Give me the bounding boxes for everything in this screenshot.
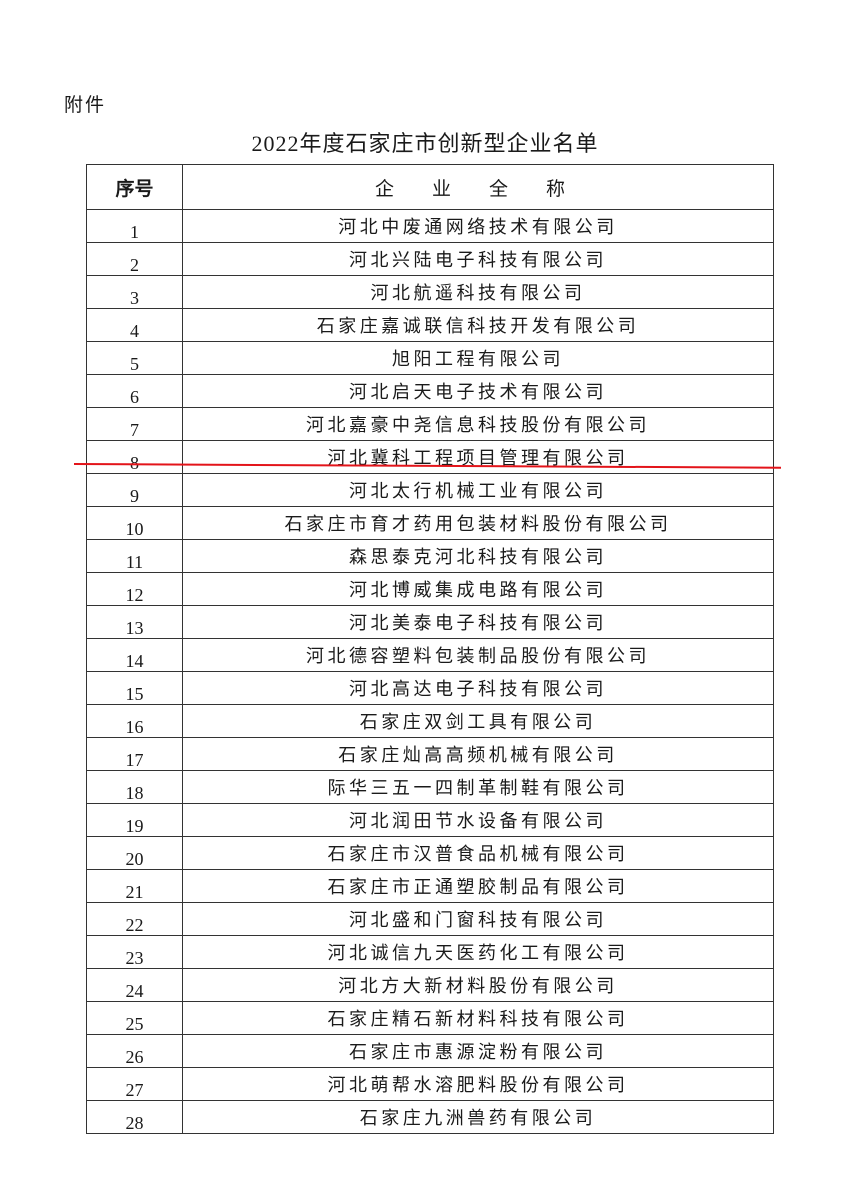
row-number: 24 <box>86 968 183 1002</box>
row-number: 3 <box>86 275 183 309</box>
row-number: 23 <box>86 935 183 969</box>
table-row: 23 河北诚信九天医药化工有限公司 <box>86 935 774 969</box>
row-number: 16 <box>86 704 183 738</box>
table-row: 14 河北德容塑料包装制品股份有限公司 <box>86 638 774 672</box>
table-row: 13 河北美泰电子科技有限公司 <box>86 605 774 639</box>
row-number: 5 <box>86 341 183 375</box>
company-name: 石家庄灿高高频机械有限公司 <box>182 737 774 771</box>
row-number: 6 <box>86 374 183 408</box>
company-name: 河北嘉豪中尧信息科技股份有限公司 <box>182 407 774 441</box>
row-number: 25 <box>86 1001 183 1035</box>
table-row: 18 际华三五一四制革制鞋有限公司 <box>86 770 774 804</box>
attachment-label: 附件 <box>64 94 107 116</box>
table-row: 16 石家庄双剑工具有限公司 <box>86 704 774 738</box>
header-number: 序号 <box>86 164 183 210</box>
company-name: 际华三五一四制革制鞋有限公司 <box>182 770 774 804</box>
row-number: 7 <box>86 407 183 441</box>
table-row: 5 旭阳工程有限公司 <box>86 341 774 375</box>
row-number: 8 <box>86 440 183 474</box>
company-name: 石家庄嘉诚联信科技开发有限公司 <box>182 308 774 342</box>
company-name: 森思泰克河北科技有限公司 <box>182 539 774 573</box>
table-row: 27 河北萌帮水溶肥料股份有限公司 <box>86 1067 774 1101</box>
row-number: 4 <box>86 308 183 342</box>
table-row: 7 河北嘉豪中尧信息科技股份有限公司 <box>86 407 774 441</box>
table-row: 4 石家庄嘉诚联信科技开发有限公司 <box>86 308 774 342</box>
table-row: 26 石家庄市惠源淀粉有限公司 <box>86 1034 774 1068</box>
company-name: 河北润田节水设备有限公司 <box>182 803 774 837</box>
row-number: 14 <box>86 638 183 672</box>
row-number: 21 <box>86 869 183 903</box>
table-row: 24 河北方大新材料股份有限公司 <box>86 968 774 1002</box>
table-row: 6 河北启天电子技术有限公司 <box>86 374 774 408</box>
row-number: 26 <box>86 1034 183 1068</box>
company-name: 河北萌帮水溶肥料股份有限公司 <box>182 1067 774 1101</box>
row-number: 13 <box>86 605 183 639</box>
company-name: 河北博威集成电路有限公司 <box>182 572 774 606</box>
row-number: 1 <box>86 209 183 243</box>
table-row: 28 石家庄九洲兽药有限公司 <box>86 1100 774 1134</box>
table-row: 2 河北兴陆电子科技有限公司 <box>86 242 774 276</box>
row-number: 22 <box>86 902 183 936</box>
table-row: 3 河北航遥科技有限公司 <box>86 275 774 309</box>
company-name: 河北中废通网络技术有限公司 <box>182 209 774 243</box>
company-name: 旭阳工程有限公司 <box>182 341 774 375</box>
company-name: 河北盛和门窗科技有限公司 <box>182 902 774 936</box>
company-name: 河北启天电子技术有限公司 <box>182 374 774 408</box>
header-name: 企 业 全 称 <box>182 164 774 210</box>
row-number: 27 <box>86 1067 183 1101</box>
row-number: 28 <box>86 1100 183 1134</box>
table-row: 21 石家庄市正通塑胶制品有限公司 <box>86 869 774 903</box>
table-row: 1 河北中废通网络技术有限公司 <box>86 209 774 243</box>
company-name: 石家庄市育才药用包装材料股份有限公司 <box>182 506 774 540</box>
company-name: 石家庄市正通塑胶制品有限公司 <box>182 869 774 903</box>
company-name: 石家庄九洲兽药有限公司 <box>182 1100 774 1134</box>
company-name: 石家庄市汉普食品机械有限公司 <box>182 836 774 870</box>
row-number: 20 <box>86 836 183 870</box>
table-row: 8河北冀科工程项目管理有限公司 <box>86 440 774 474</box>
table-row: 9 河北太行机械工业有限公司 <box>86 473 774 507</box>
table-row: 12 河北博威集成电路有限公司 <box>86 572 774 606</box>
page-title: 2022年度石家庄市创新型企业名单 <box>251 131 599 156</box>
row-number: 2 <box>86 242 183 276</box>
row-number: 10 <box>86 506 183 540</box>
table-row: 19 河北润田节水设备有限公司 <box>86 803 774 837</box>
table-row: 22 河北盛和门窗科技有限公司 <box>86 902 774 936</box>
company-name: 河北高达电子科技有限公司 <box>182 671 774 705</box>
row-number: 17 <box>86 737 183 771</box>
company-name: 河北冀科工程项目管理有限公司 <box>182 440 774 474</box>
company-name: 石家庄市惠源淀粉有限公司 <box>182 1034 774 1068</box>
table-row: 11 森思泰克河北科技有限公司 <box>86 539 774 573</box>
row-number: 15 <box>86 671 183 705</box>
row-number: 9 <box>86 473 183 507</box>
company-table: 序号 企 业 全 称 1 河北中废通网络技术有限公司 2 河北兴陆电子科技有限公司 3 河… <box>86 164 774 1134</box>
table-row: 15 河北高达电子科技有限公司 <box>86 671 774 705</box>
row-number: 11 <box>86 539 183 573</box>
row-number: 19 <box>86 803 183 837</box>
table-row: 17 石家庄灿高高频机械有限公司 <box>86 737 774 771</box>
table-body: 1 河北中废通网络技术有限公司 2 河北兴陆电子科技有限公司 3 河北航遥科技有限公司 4 石… <box>86 209 774 1134</box>
company-name: 河北方大新材料股份有限公司 <box>182 968 774 1002</box>
company-name: 河北德容塑料包装制品股份有限公司 <box>182 638 774 672</box>
table-row: 10 石家庄市育才药用包装材料股份有限公司 <box>86 506 774 540</box>
company-name: 河北美泰电子科技有限公司 <box>182 605 774 639</box>
company-name: 石家庄精石新材料科技有限公司 <box>182 1001 774 1035</box>
table-row: 25 石家庄精石新材料科技有限公司 <box>86 1001 774 1035</box>
company-name: 河北兴陆电子科技有限公司 <box>182 242 774 276</box>
company-name: 河北太行机械工业有限公司 <box>182 473 774 507</box>
company-name: 河北航遥科技有限公司 <box>182 275 774 309</box>
table-header-row: 序号 企 业 全 称 <box>86 164 774 210</box>
company-name: 河北诚信九天医药化工有限公司 <box>182 935 774 969</box>
table-row: 20 石家庄市汉普食品机械有限公司 <box>86 836 774 870</box>
company-name: 石家庄双剑工具有限公司 <box>182 704 774 738</box>
row-number: 18 <box>86 770 183 804</box>
row-number: 12 <box>86 572 183 606</box>
